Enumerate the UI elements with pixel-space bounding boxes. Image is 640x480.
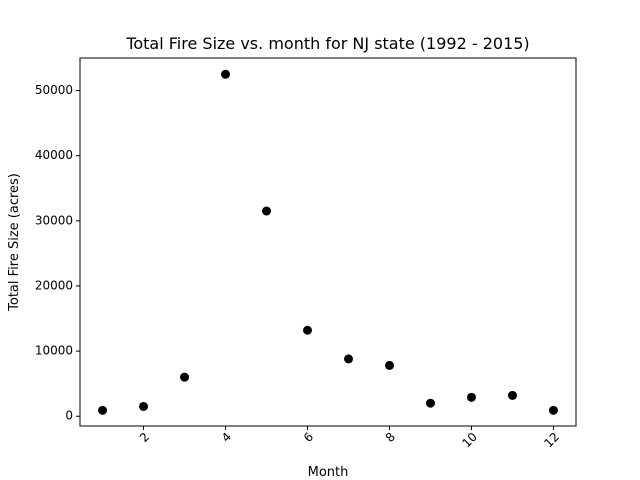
data-point [180, 372, 190, 382]
y-axis-label: Total Fire Size (acres) [7, 173, 22, 312]
data-point [139, 401, 149, 411]
x-axis-label: Month [308, 465, 349, 480]
data-point [98, 405, 108, 415]
plot-area [79, 57, 577, 427]
y-tick-label: 0 [65, 409, 73, 423]
data-point [466, 392, 476, 402]
data-point [303, 325, 313, 335]
y-tick-label: 30000 [35, 213, 73, 227]
y-tick-label: 10000 [35, 344, 73, 358]
data-point [384, 360, 394, 370]
data-point [425, 398, 435, 408]
y-tick-label: 40000 [35, 148, 73, 162]
data-points [98, 69, 558, 415]
data-point [507, 390, 517, 400]
y-tick-label: 50000 [35, 83, 73, 97]
data-point [262, 206, 272, 216]
data-point [548, 405, 558, 415]
data-point [343, 354, 353, 364]
chart-title: Total Fire Size vs. month for NJ state (… [125, 34, 529, 53]
y-axis: 0 10000 20000 30000 40000 50000 [35, 83, 80, 423]
y-tick-label: 20000 [35, 278, 73, 292]
data-point [221, 69, 231, 79]
